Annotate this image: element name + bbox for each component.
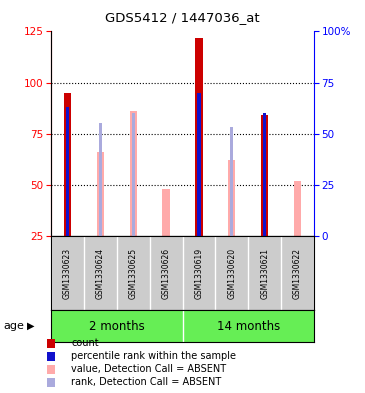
Bar	[64, 93, 71, 236]
Text: count: count	[71, 338, 99, 349]
Text: GSM1330623: GSM1330623	[63, 248, 72, 299]
Bar	[99, 123, 102, 236]
Text: 14 months: 14 months	[216, 320, 280, 333]
Text: GSM1330622: GSM1330622	[293, 248, 302, 299]
Text: 2 months: 2 months	[89, 320, 145, 333]
Text: GSM1330624: GSM1330624	[96, 248, 105, 299]
Bar	[294, 181, 301, 236]
Bar	[162, 189, 170, 236]
Bar	[131, 113, 135, 236]
Text: GSM1330621: GSM1330621	[260, 248, 269, 299]
Bar	[197, 93, 201, 236]
Text: age: age	[4, 321, 24, 331]
Text: percentile rank within the sample: percentile rank within the sample	[71, 351, 236, 362]
Text: GSM1330625: GSM1330625	[129, 248, 138, 299]
Text: GSM1330619: GSM1330619	[195, 248, 203, 299]
Text: GDS5412 / 1447036_at: GDS5412 / 1447036_at	[105, 11, 260, 24]
Text: ▶: ▶	[27, 321, 35, 331]
Text: GSM1330620: GSM1330620	[227, 248, 236, 299]
Bar	[261, 115, 268, 236]
Bar	[195, 38, 203, 236]
Text: value, Detection Call = ABSENT: value, Detection Call = ABSENT	[71, 364, 226, 375]
Text: rank, Detection Call = ABSENT: rank, Detection Call = ABSENT	[71, 377, 222, 387]
Bar	[97, 152, 104, 236]
Text: GSM1330626: GSM1330626	[162, 248, 170, 299]
Bar	[66, 107, 69, 236]
Bar	[228, 160, 235, 236]
Bar	[230, 127, 234, 236]
Bar	[130, 111, 137, 236]
Bar	[263, 113, 266, 236]
